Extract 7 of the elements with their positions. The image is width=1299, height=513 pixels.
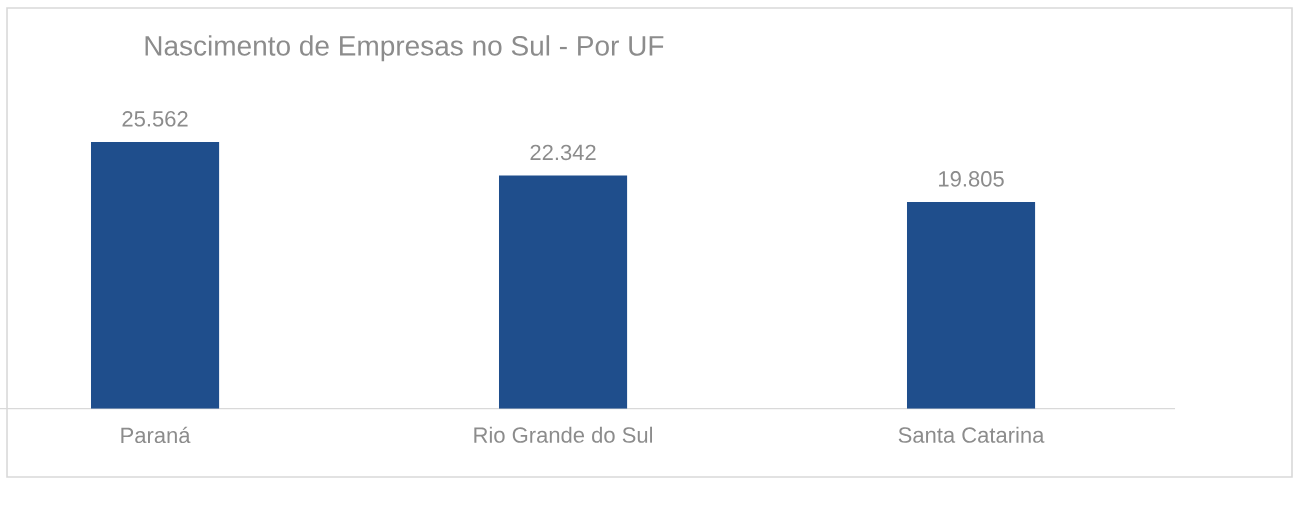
x-tick-label: Paraná — [121, 426, 191, 444]
x-tick-label: Rio Grande do Sul — [474, 426, 653, 443]
chart-title: Nascimento de Empresas no Sul - Por UF — [145, 35, 664, 62]
data-label: 25.562 — [122, 111, 188, 127]
data-label: 22.342 — [530, 144, 596, 161]
data-label: 19.805 — [939, 171, 1004, 187]
x-tick-label: Santa Catarina — [898, 426, 1045, 443]
